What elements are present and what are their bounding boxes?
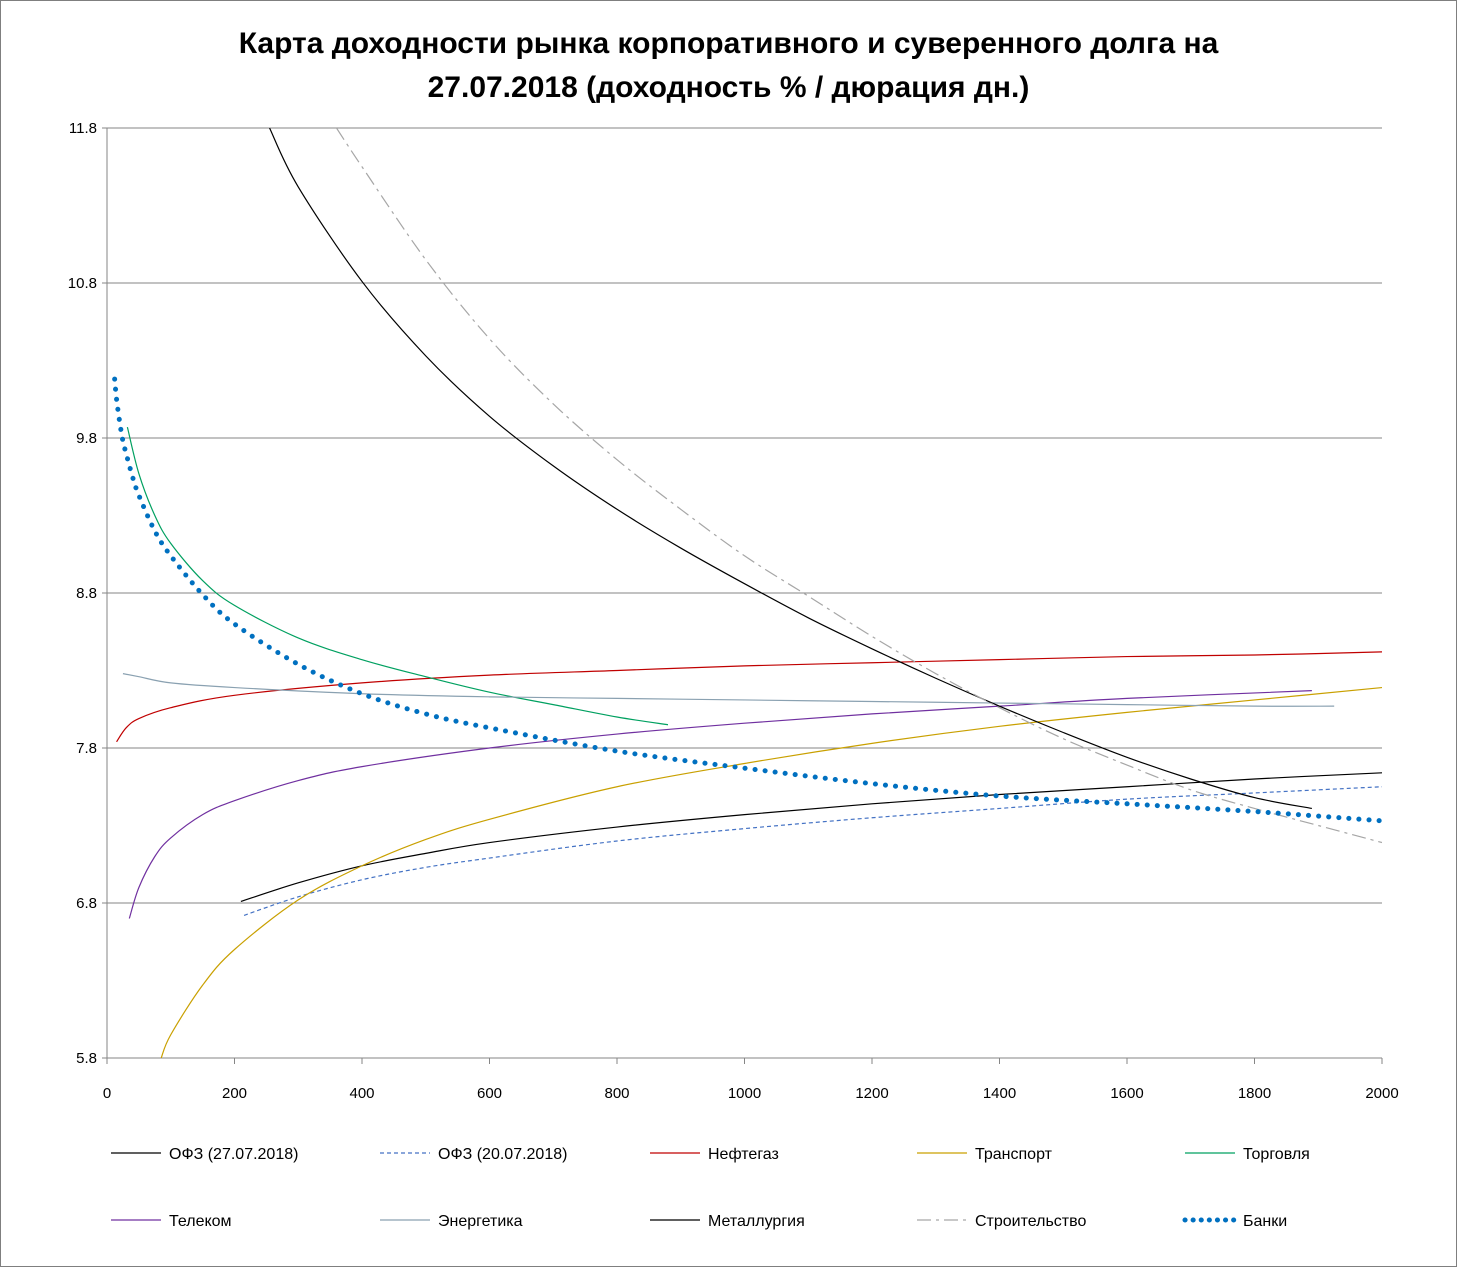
y-tick-label: 9.8 xyxy=(76,430,97,447)
axes: 11.8 10.8 9.8 8.8 7.8 6.8 5.8 0 200 400 600 800 1000… xyxy=(68,120,1399,1102)
series-line-0 xyxy=(240,772,1382,903)
y-tick-label: 7.8 xyxy=(76,740,97,757)
gridlines xyxy=(107,127,1382,904)
series-line-7 xyxy=(269,128,1312,810)
x-tick-label: 400 xyxy=(349,1085,374,1102)
legend-label: ОФЗ (27.07.2018) xyxy=(169,1146,298,1163)
y-tick-label: 6.8 xyxy=(76,895,97,912)
legend-label: Телеком xyxy=(169,1213,232,1230)
legend-label: Торговля xyxy=(1243,1146,1310,1163)
legend-label: ОФЗ (20.07.2018) xyxy=(438,1146,567,1163)
x-tick-label: 600 xyxy=(477,1085,502,1102)
y-tick-label: 10.8 xyxy=(68,275,97,292)
y-tick-label: 8.8 xyxy=(76,585,97,602)
y-tick-label: 11.8 xyxy=(69,120,97,137)
series-line-9 xyxy=(112,376,1382,824)
x-tick-label: 0 xyxy=(103,1085,111,1102)
chart-title: Карта доходности рынка корпоративного и … xyxy=(0,22,1457,110)
chart-title-line-1: Карта доходности рынка корпоративного и … xyxy=(238,27,1219,60)
legend-label: Транспорт xyxy=(975,1146,1053,1163)
x-tick-label: 1400 xyxy=(983,1085,1016,1102)
legend-label: Нефтегаз xyxy=(708,1146,779,1163)
legend-label: Банки xyxy=(1243,1213,1287,1230)
x-tick-label: 2000 xyxy=(1365,1085,1398,1102)
series-line-1 xyxy=(243,786,1382,916)
chart-title-line-2: 27.07.2018 (доходность % / дюрация дн.) xyxy=(427,71,1030,104)
x-tick-label: 1000 xyxy=(728,1085,761,1102)
series-line-2 xyxy=(116,651,1382,743)
legend-label: Энергетика xyxy=(438,1213,523,1230)
legend-label: Металлургия xyxy=(708,1213,805,1230)
x-tick-label: 200 xyxy=(222,1085,247,1102)
series-line-8 xyxy=(335,128,1382,844)
series-line-5 xyxy=(128,690,1312,919)
y-tick-label: 5.8 xyxy=(76,1050,97,1067)
x-tick-label: 800 xyxy=(604,1085,629,1102)
series-lines xyxy=(112,128,1382,1058)
series-line-4 xyxy=(126,427,669,726)
legend: ОФЗ (27.07.2018) ОФЗ (20.07.2018) Нефтегаз… xyxy=(111,1146,1310,1230)
x-tick-label: 1600 xyxy=(1110,1085,1143,1102)
series-line-6 xyxy=(122,673,1335,707)
x-tick-label: 1200 xyxy=(855,1085,888,1102)
series-line-3 xyxy=(160,686,1382,1058)
x-tick-label: 1800 xyxy=(1238,1085,1271,1102)
legend-label: Строительство xyxy=(975,1213,1086,1230)
